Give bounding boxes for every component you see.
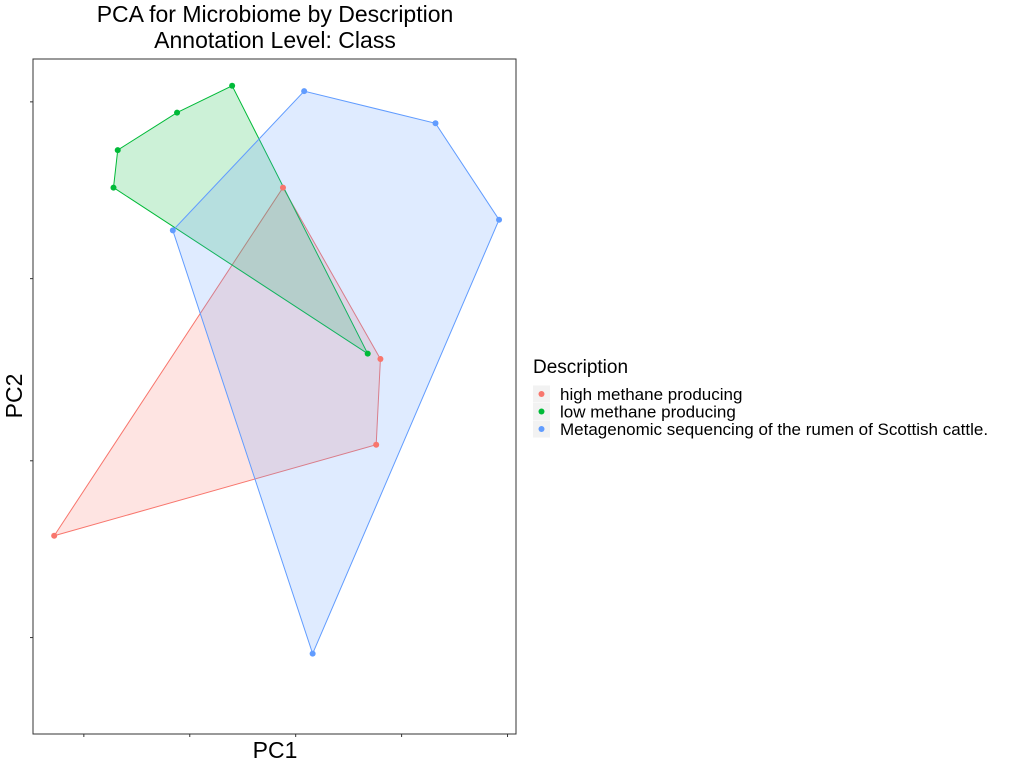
legend-title: Description — [533, 357, 628, 378]
plot-panel-border — [32, 58, 517, 735]
legend-label: Metagenomic sequencing of the rumen of S… — [560, 420, 988, 439]
points-layer — [51, 82, 503, 657]
legend-item-metagenomic-sequencing-of-the-rumen-of-s: Metagenomic sequencing of the rumen of S… — [533, 420, 988, 439]
point-high-methane-producing-1 — [51, 532, 58, 539]
point-high-methane-producing-4 — [373, 441, 380, 448]
x-axis-title: PC1 — [253, 737, 298, 763]
hull-low-methane-producing — [112, 85, 369, 356]
point-low-methane-producing-3 — [110, 184, 117, 191]
chart-title-line-1: PCA for Microbiome by Description — [97, 1, 454, 27]
point-metagenomic-sequencing-of-the-rumen-of-s-5 — [169, 227, 176, 234]
legend-key-dot — [538, 408, 545, 415]
point-low-methane-producing-4 — [364, 350, 371, 357]
hull-layer — [53, 85, 500, 656]
legend-item-low-methane-producing: low methane producing — [533, 403, 736, 422]
legend-item-high-methane-producing: high methane producing — [533, 385, 742, 404]
point-high-methane-producing-2 — [279, 184, 286, 191]
point-metagenomic-sequencing-of-the-rumen-of-s-1 — [301, 88, 308, 95]
point-low-methane-producing-2 — [114, 147, 121, 154]
chart-title-line-2: Annotation Level: Class — [154, 27, 396, 53]
hull-metagenomic-sequencing-of-the-rumen-of-s — [172, 90, 500, 656]
legend-label: high methane producing — [560, 385, 742, 404]
legend-key-dot — [538, 391, 545, 397]
point-low-methane-producing-1 — [174, 109, 181, 116]
point-metagenomic-sequencing-of-the-rumen-of-s-2 — [432, 120, 439, 127]
legend-key-dot — [538, 426, 545, 432]
axis-ticks — [30, 101, 509, 737]
legend-label: low methane producing — [560, 403, 736, 422]
point-metagenomic-sequencing-of-the-rumen-of-s-3 — [496, 216, 503, 223]
point-metagenomic-sequencing-of-the-rumen-of-s-4 — [309, 650, 316, 657]
point-high-methane-producing-3 — [377, 356, 384, 362]
y-axis-title: PC2 — [1, 374, 27, 419]
point-low-methane-producing-5 — [229, 82, 236, 89]
chart-title: PCA for Microbiome by Description Annota… — [97, 1, 454, 53]
